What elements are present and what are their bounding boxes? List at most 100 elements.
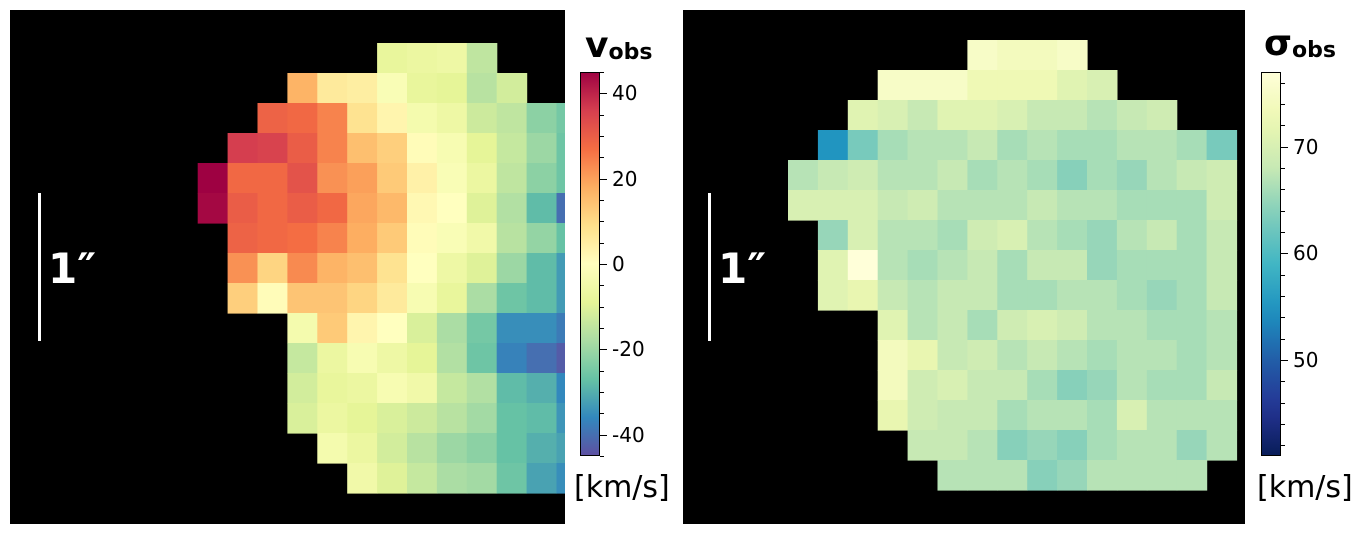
dispersion-map-pixel: [1146, 310, 1178, 341]
dispersion-map-pixel: [967, 460, 998, 491]
velocity-map-pixel: [466, 403, 498, 434]
velocity-map-pixel: [287, 403, 318, 434]
velocity-map-pixel: [287, 313, 318, 344]
velocity-colorbar-minor-tick: [600, 200, 604, 201]
dispersion-map-pixel: [847, 280, 879, 311]
velocity-map-pixel: [287, 103, 318, 134]
dispersion-map-pixel: [937, 100, 968, 131]
dispersion-map-pixel: [1057, 460, 1088, 491]
dispersion-map-pixel: [967, 130, 998, 161]
scale-bar-label: 1″: [718, 244, 766, 293]
dispersion-map-pixel: [817, 280, 849, 311]
dispersion-map-pixel: [1057, 70, 1088, 101]
dispersion-map-pixel: [1027, 40, 1058, 71]
dispersion-colorbar-tick-label: 70: [1293, 135, 1319, 159]
velocity-map-pixel: [377, 433, 408, 464]
dispersion-map-pixel: [1087, 400, 1118, 431]
velocity-map-pixel: [526, 193, 558, 224]
dispersion-map-pixel: [937, 130, 968, 161]
dispersion-colorbar-minor-tick: [1281, 83, 1285, 84]
velocity-map-pixel: [347, 283, 378, 314]
velocity-map-pixel: [496, 313, 528, 344]
velocity-map-pixel: [257, 283, 288, 314]
dispersion-map-pixel: [877, 100, 909, 131]
dispersion-map-pixel: [907, 280, 939, 311]
velocity-map-pixel: [496, 73, 528, 104]
velocity-map-pixel: [526, 403, 558, 434]
dispersion-map-pixel: [1176, 310, 1208, 341]
dispersion-map-pixel: [1087, 310, 1118, 341]
dispersion-map-pixel: [997, 280, 1028, 311]
dispersion-map-pixel: [1146, 100, 1178, 131]
dispersion-map-pixel: [877, 250, 909, 281]
dispersion-map-pixel: [1176, 190, 1208, 221]
dispersion-map-pixel: [997, 400, 1028, 431]
velocity-map-pixel: [496, 373, 528, 404]
velocity-map-pixel: [466, 373, 498, 404]
velocity-map-pixel: [466, 433, 498, 464]
dispersion-map-pixel: [997, 370, 1028, 401]
dispersion-map-pixel: [877, 130, 909, 161]
velocity-map-pixel: [556, 403, 565, 434]
dispersion-map-pixel: [788, 160, 819, 191]
velocity-map-pixel: [317, 103, 348, 134]
velocity-map-pixel: [317, 163, 348, 194]
dispersion-colorbar-minor-tick: [1281, 211, 1285, 212]
dispersion-map-pixel: [1087, 340, 1118, 371]
dispersion-map-pixel: [937, 310, 968, 341]
velocity-map-pixel: [496, 463, 528, 494]
dispersion-colorbar-minor-tick: [1281, 253, 1285, 254]
velocity-map-pixel: [436, 433, 468, 464]
velocity-map-pixel: [466, 283, 498, 314]
dispersion-map-pixel: [1176, 280, 1208, 311]
dispersion-map-pixel: [1057, 400, 1088, 431]
velocity-map-pixel: [436, 313, 468, 344]
velocity-colorbar-minor-tick: [600, 307, 604, 308]
dispersion-map-pixel: [1057, 310, 1088, 341]
velocity-map-pixel: [496, 283, 528, 314]
velocity-map-pixel: [436, 373, 468, 404]
velocity-map-pixel: [526, 433, 558, 464]
velocity-map-pixel: [556, 193, 565, 224]
dispersion-map-pixel: [1087, 70, 1118, 101]
velocity-map-pixel: [257, 103, 288, 134]
dispersion-map-pixel: [1146, 130, 1178, 161]
velocity-map-pixel: [287, 373, 318, 404]
velocity-map-pixel: [347, 133, 378, 164]
dispersion-map-pixel: [877, 160, 909, 191]
dispersion-map-pixel: [817, 190, 849, 221]
velocity-map-pixel: [317, 193, 348, 224]
dispersion-map-pixel: [1116, 100, 1148, 131]
dispersion-map-pixel: [1087, 460, 1118, 491]
dispersion-map-pixel: [937, 190, 968, 221]
velocity-map-pixel: [317, 283, 348, 314]
dispersion-colorbar-minor-tick: [1281, 189, 1285, 190]
dispersion-title-main: σ: [1264, 23, 1293, 64]
velocity-map-pixel: [496, 103, 528, 134]
dispersion-map-pixel: [967, 430, 998, 461]
velocity-map-pixel: [496, 403, 528, 434]
velocity-colorbar-minor-tick: [600, 179, 604, 180]
velocity-map-pixel: [466, 43, 498, 74]
velocity-map-pixel: [287, 223, 318, 254]
dispersion-map-pixel: [847, 190, 879, 221]
dispersion-map-pixel: [907, 400, 939, 431]
dispersion-map-pixel: [967, 160, 998, 191]
dispersion-map-pixel: [1146, 430, 1178, 461]
dispersion-map-pixel: [1027, 430, 1058, 461]
dispersion-map-pixel: [1116, 280, 1148, 311]
velocity-map-pixel: [287, 253, 318, 284]
velocity-colorbar-minor-tick: [600, 136, 604, 137]
dispersion-map-pixel: [1057, 160, 1088, 191]
dispersion-map-pixel: [967, 340, 998, 371]
velocity-map-pixel: [407, 193, 438, 224]
velocity-colorbar-minor-tick: [600, 72, 604, 73]
dispersion-map-pixel: [817, 250, 849, 281]
velocity-colorbar-tick-label: -20: [612, 337, 645, 361]
dispersion-map-pixel: [1146, 190, 1178, 221]
dispersion-map-pixel: [907, 160, 939, 191]
dispersion-map-pixel: [1027, 310, 1058, 341]
dispersion-map-pixel: [1206, 220, 1238, 251]
dispersion-map-pixel: [1146, 400, 1178, 431]
dispersion-map-pixel: [907, 100, 939, 131]
